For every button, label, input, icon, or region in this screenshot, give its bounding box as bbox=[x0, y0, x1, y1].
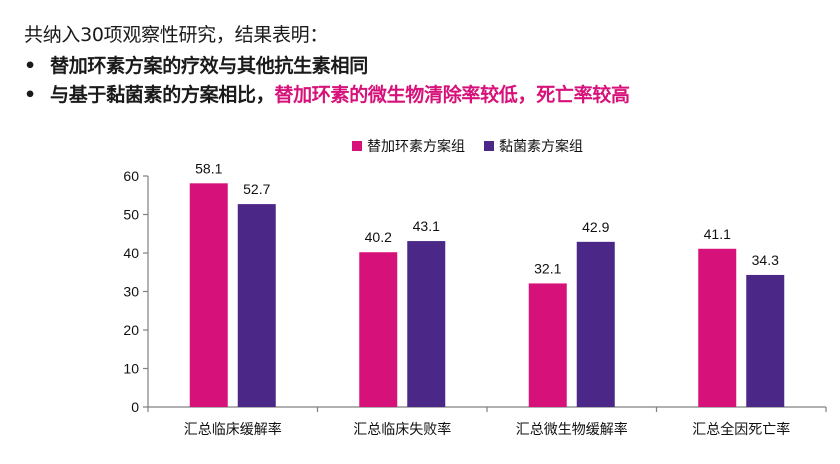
bar-tigecycline bbox=[528, 283, 567, 407]
y-tick-label: 20 bbox=[123, 322, 139, 338]
bullet-symbol: • bbox=[24, 84, 36, 106]
data-label: 40.2 bbox=[365, 229, 392, 245]
legend-swatch bbox=[484, 141, 494, 151]
data-label: 58.1 bbox=[195, 160, 222, 176]
x-category-label: 汇总全因死亡率 bbox=[692, 421, 790, 438]
bullet-comparison: • 与基于黏菌素的方案相比，替加环素的微生物清除率较低，死亡率较高 bbox=[24, 80, 630, 107]
bar-tigecycline bbox=[189, 183, 228, 407]
chart-legend: 替加环素方案组 黏菌素方案组 bbox=[352, 138, 583, 155]
x-category-label: 汇总临床缓解率 bbox=[184, 421, 282, 438]
data-label: 32.1 bbox=[534, 260, 561, 276]
bar-tigecycline bbox=[359, 252, 398, 407]
data-label: 41.1 bbox=[704, 226, 731, 242]
data-label: 34.3 bbox=[752, 252, 779, 268]
chart-labels: 汇总临床缓解率 58.1 52.7 汇总临床失败率 40.2 43.1 汇总微生物缓解率 32… bbox=[184, 160, 791, 438]
data-label: 52.7 bbox=[243, 181, 270, 197]
legend-label: 替加环素方案组 bbox=[367, 138, 465, 155]
y-tick-label: 60 bbox=[123, 168, 139, 184]
bar-colistin bbox=[746, 274, 785, 407]
legend-label: 黏菌素方案组 bbox=[499, 138, 583, 155]
x-category-label: 汇总微生物缓解率 bbox=[516, 421, 628, 438]
bullet-efficacy: • 替加环素方案的疗效与其他抗生素相同 bbox=[24, 51, 368, 78]
chart-bars bbox=[189, 183, 785, 407]
data-label: 42.9 bbox=[582, 219, 609, 235]
bar-tigecycline bbox=[698, 248, 737, 407]
legend-swatch bbox=[352, 141, 362, 151]
y-tick-label: 50 bbox=[123, 207, 139, 223]
bar-colistin bbox=[407, 241, 446, 407]
bullet-text: 与基于黏菌素的方案相比， bbox=[50, 84, 275, 106]
data-label: 43.1 bbox=[413, 218, 440, 234]
y-tick-label: 40 bbox=[123, 245, 139, 261]
bullet-text: 替加环素方案的疗效与其他抗生素相同 bbox=[50, 55, 368, 77]
intro-text: 共纳入30项观察性研究，结果表明： bbox=[24, 24, 329, 46]
y-tick-label: 0 bbox=[131, 399, 139, 415]
bullet-highlight-text: 替加环素的微生物清除率较低，死亡率较高 bbox=[274, 84, 630, 106]
bar-colistin bbox=[237, 204, 276, 407]
y-tick-label: 30 bbox=[123, 284, 139, 300]
bar-colistin bbox=[576, 241, 615, 407]
x-category-label: 汇总临床失败率 bbox=[353, 421, 451, 438]
bullet-symbol: • bbox=[24, 55, 36, 77]
y-tick-label: 10 bbox=[123, 361, 139, 377]
